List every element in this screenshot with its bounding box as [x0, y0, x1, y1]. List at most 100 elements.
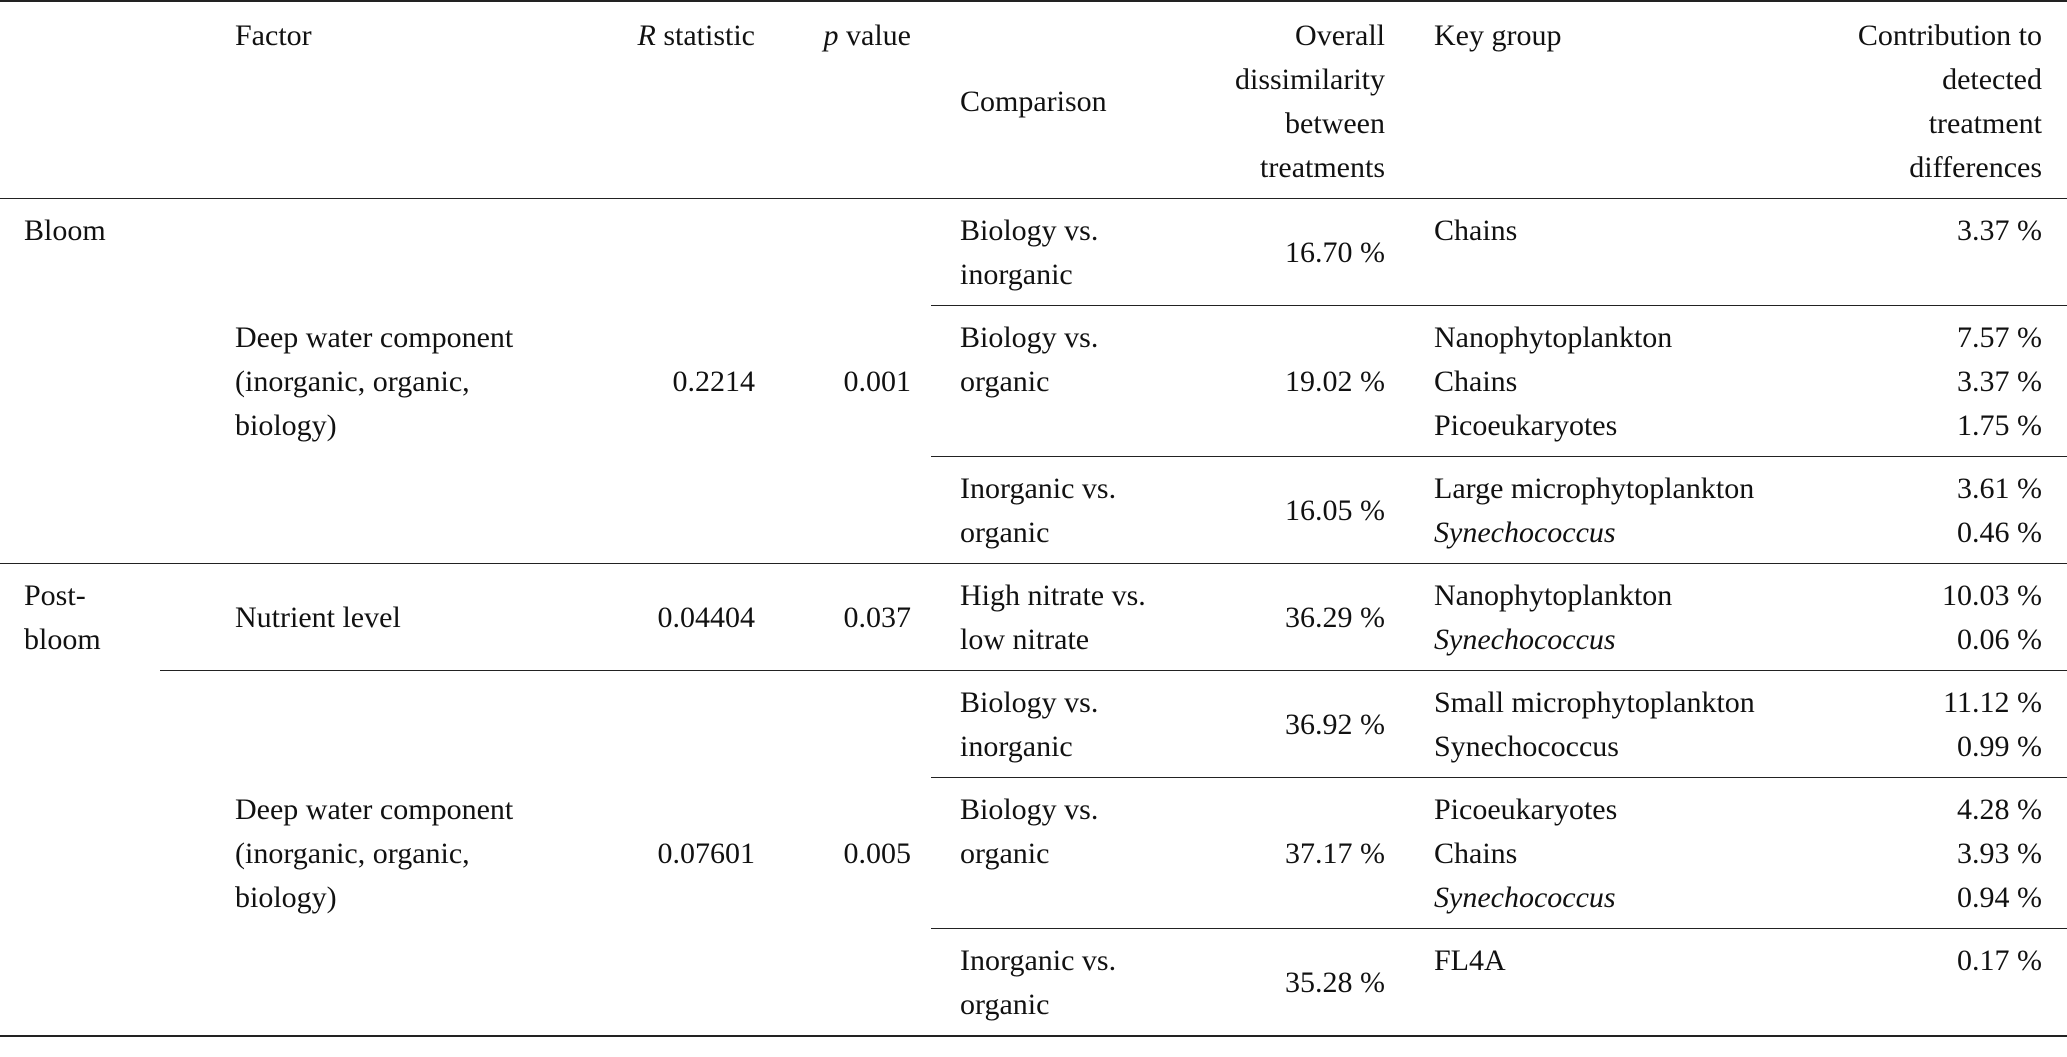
dissimilarity-text: 36.92 % [1285, 708, 1385, 741]
contribution-text: 3.37 % [1957, 214, 2042, 247]
dissimilarity-cell: 36.92 % [1171, 670, 1405, 778]
key-group-cell: Picoeukaryotes Chains Synechococcus [1405, 777, 1827, 929]
comparison-cell: Biology vs. inorganic [931, 670, 1171, 778]
factor-cell: Deep water component (inorganic, organic… [160, 670, 540, 1036]
dissimilarity-cell: 16.70 % [1171, 199, 1405, 306]
contribution-cell: 11.12 % 0.99 % [1827, 670, 2067, 778]
contribution-cell: 7.57 % 3.37 % 1.75 % [1827, 305, 2067, 457]
table-header: Factor R statistic p value Comparison Ov… [0, 1, 2067, 199]
period-label: Post-bloom [24, 579, 101, 656]
p-cell: 0.037 [775, 563, 931, 671]
r-cell: 0.04404 [540, 563, 775, 671]
comparison-text: Biology vs. inorganic [960, 214, 1099, 291]
key-group-name: Large microphytoplankton [1434, 472, 1755, 505]
key-group-cell: Nanophytoplankton Synechococcus [1405, 563, 1827, 671]
dissimilarity-cell: 37.17 % [1171, 777, 1405, 929]
dissimilarity-cell: 16.05 % [1171, 456, 1405, 564]
contribution-cell: 0.17 % [1827, 928, 2067, 1036]
p-text: 0.005 [843, 837, 912, 870]
period-label: Bloom [24, 214, 106, 247]
comparison-text: Inorganic vs. organic [960, 944, 1117, 1021]
contribution-cell: 3.61 % 0.46 % [1827, 456, 2067, 564]
comparison-cell: High nitrate vs. low nitrate [931, 563, 1171, 671]
header-text: Contribution to detected treatment diffe… [1857, 19, 2042, 184]
factor-text: Deep water component (inorganic, organic… [235, 793, 514, 914]
comparison-text: High nitrate vs. low nitrate [960, 579, 1146, 656]
table-row: Post-bloom Nutrient level 0.04404 0.037 High… [0, 563, 2067, 1036]
contribution-text: 0.17 % [1957, 944, 2042, 977]
header-text: statistic [663, 19, 755, 52]
dissimilarity-cell: 35.28 % [1171, 928, 1405, 1036]
table-row: Bloom Deep water component (inorganic, or… [0, 199, 2067, 442]
p-cell: 0.001 [775, 199, 931, 564]
dissimilarity-text: 19.02 % [1285, 365, 1385, 398]
key-group-name: Picoeukaryotes [1434, 409, 1618, 442]
comparison-text: Biology vs. organic [960, 793, 1099, 870]
header-symbol: R [637, 19, 656, 52]
contribution-text: 3.61 % [1957, 472, 2042, 505]
key-group-name: Small microphytoplankton [1434, 686, 1755, 719]
key-group-name: Synechococcus [1434, 881, 1616, 914]
key-group-cell: Small microphytoplankton Synechococcus [1405, 670, 1827, 778]
contribution-text: 0.94 % [1957, 881, 2042, 914]
dissimilarity-text: 36.29 % [1285, 601, 1385, 634]
header-text: Comparison [960, 85, 1107, 118]
dissimilarity-cell: 19.02 % [1171, 305, 1405, 457]
contribution-cell: 3.37 % [1827, 199, 2067, 306]
contribution-text: 3.37 % [1957, 365, 2042, 398]
key-group-cell: Large microphytoplankton Synechococcus [1405, 456, 1827, 564]
key-group-cell: Chains [1405, 199, 1827, 306]
r-cell: 0.2214 [540, 199, 775, 564]
header-text: value [846, 19, 911, 52]
contribution-text: 10.03 % [1942, 579, 2042, 612]
contribution-cell: 4.28 % 3.93 % 0.94 % [1827, 777, 2067, 929]
p-text: 0.001 [843, 365, 912, 398]
r-header: R statistic [540, 1, 775, 199]
comparison-cell: Inorganic vs. organic [931, 456, 1171, 564]
key-group-name: Chains [1434, 837, 1518, 870]
key-group-name: Chains [1434, 214, 1518, 247]
contribution-text: 0.99 % [1957, 730, 2042, 763]
dissimilarity-text: 16.05 % [1285, 494, 1385, 527]
header-text: Key group [1434, 19, 1562, 52]
factor-header: Factor [160, 1, 540, 199]
r-text: 0.07601 [657, 837, 756, 870]
key-group-name: Picoeukaryotes [1434, 793, 1618, 826]
contribution-text: 4.28 % [1957, 793, 2042, 826]
p-text: 0.037 [843, 601, 912, 634]
dissimilarity-text: 37.17 % [1285, 837, 1385, 870]
table-row: Deep water component (inorganic, organic… [0, 670, 2067, 1036]
comparison-cell: Biology vs. organic [931, 777, 1171, 929]
key-group-name: Synechococcus [1434, 623, 1616, 656]
factor-text: Deep water component (inorganic, organic… [235, 321, 514, 442]
comparison-header: Comparison [931, 1, 1171, 199]
comparison-text: Biology vs. organic [960, 321, 1099, 398]
contribution-text: 0.46 % [1957, 516, 2042, 549]
r-text: 0.04404 [657, 601, 756, 634]
header-text: Overall dissimilarity between treatments [1235, 19, 1385, 184]
contribution-header: Contribution to detected treatment diffe… [1827, 1, 2067, 199]
r-cell: 0.07601 [540, 670, 775, 1036]
comparison-cell: Biology vs. organic [931, 305, 1171, 457]
contribution-text: 3.93 % [1957, 837, 2042, 870]
p-cell: 0.005 [775, 670, 931, 1036]
contribution-text: 11.12 % [1943, 686, 2042, 719]
table-row: Biology vs. organic 19.02 % Nanophytoplank… [0, 305, 2067, 457]
key-group-name: FL4A [1434, 944, 1506, 977]
factor-text: Nutrient level [235, 601, 401, 634]
contribution-text: 7.57 % [1957, 321, 2042, 354]
key-group-cell: FL4A [1405, 928, 1827, 1036]
comparison-cell: Inorganic vs. organic [931, 928, 1171, 1036]
header-text: Factor [235, 19, 312, 52]
period-cell: Post-bloom [0, 563, 160, 1036]
key-group-cell: Nanophytoplankton Chains Picoeukaryotes [1405, 305, 1827, 457]
comparison-text: Inorganic vs. organic [960, 472, 1117, 549]
period-cell: Bloom [0, 199, 160, 564]
factor-cell: Nutrient level [160, 563, 540, 671]
key-group-name: Synechococcus [1434, 730, 1619, 763]
table-row: Biology vs. organic 37.17 % Picoeukaryotes… [0, 777, 2067, 929]
key-group-header: Key group [1405, 1, 1827, 199]
key-group-name: Chains [1434, 365, 1518, 398]
table-body: Bloom Deep water component (inorganic, or… [0, 199, 2067, 1036]
